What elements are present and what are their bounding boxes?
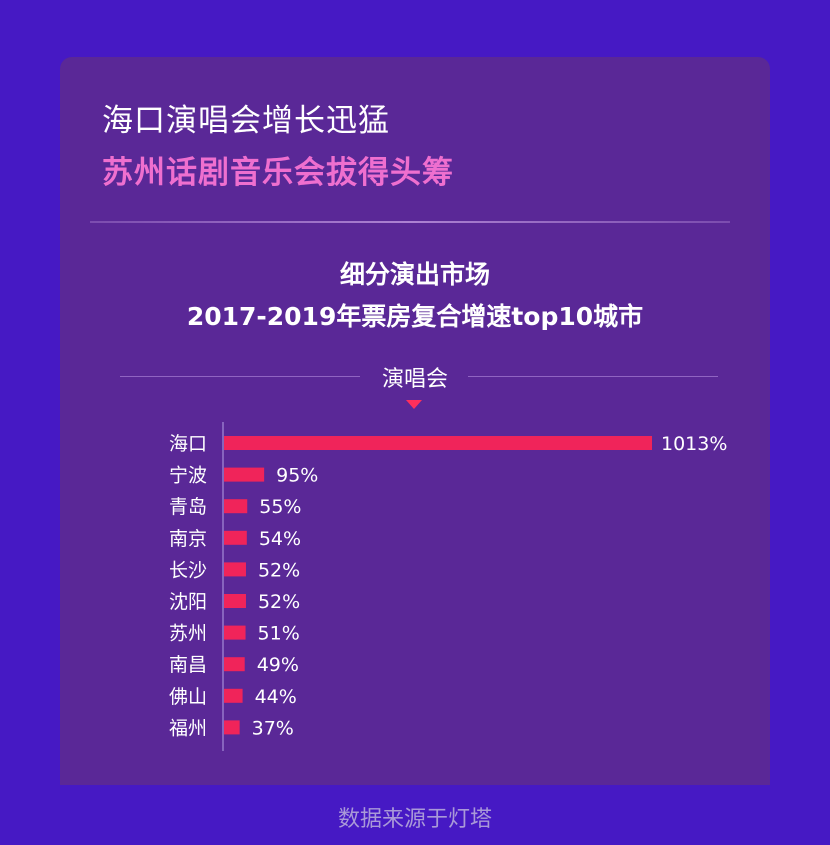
category-label: 宁波 (169, 465, 207, 487)
data-label: 54% (259, 528, 301, 550)
category-label: 福州 (169, 717, 207, 739)
headline: 海口演唱会增长迅猛 (102, 103, 390, 139)
subheadline: 苏州话剧音乐会拔得头筹 (102, 155, 454, 191)
category-label: 海口 (169, 433, 207, 455)
bar (224, 436, 652, 450)
bar (224, 688, 243, 703)
bar (224, 562, 246, 577)
tab-line-left (120, 376, 360, 377)
bar (224, 657, 245, 672)
data-label: 52% (258, 559, 300, 581)
data-label: 55% (259, 496, 301, 518)
category-label: 佛山 (169, 686, 207, 708)
data-label: 52% (258, 591, 300, 613)
bar (224, 594, 246, 608)
chart-title-line2: 2017-2019年票房复合增速top10城市 (186, 302, 644, 331)
bar (224, 530, 247, 545)
data-label: 95% (276, 465, 318, 487)
divider (90, 221, 730, 223)
chart-title-line1: 细分演出市场 (339, 260, 490, 289)
data-label: 49% (257, 654, 299, 676)
data-label: 37% (252, 717, 294, 739)
bar (224, 720, 240, 735)
category-label: 苏州 (169, 623, 207, 645)
data-label: 51% (258, 623, 300, 645)
tab-line-right (468, 376, 718, 377)
bar (224, 625, 246, 640)
data-label: 44% (255, 686, 297, 708)
bar (224, 467, 265, 482)
category-label: 沈阳 (169, 591, 207, 613)
category-label: 青岛 (169, 496, 207, 518)
category-label: 南京 (169, 528, 207, 550)
data-source: 数据来源于灯塔 (337, 807, 492, 832)
chart-card: 海口演唱会增长迅猛 苏州话剧音乐会拔得头筹 细分演出市场 2017-2019年票… (60, 57, 770, 785)
tab-concert[interactable]: 演唱会 (381, 367, 448, 392)
category-label: 长沙 (169, 559, 207, 581)
data-label: 1013% (661, 433, 727, 455)
tab-indicator-triangle-icon (406, 400, 422, 409)
category-label: 南昌 (169, 654, 207, 676)
bar (224, 499, 248, 514)
